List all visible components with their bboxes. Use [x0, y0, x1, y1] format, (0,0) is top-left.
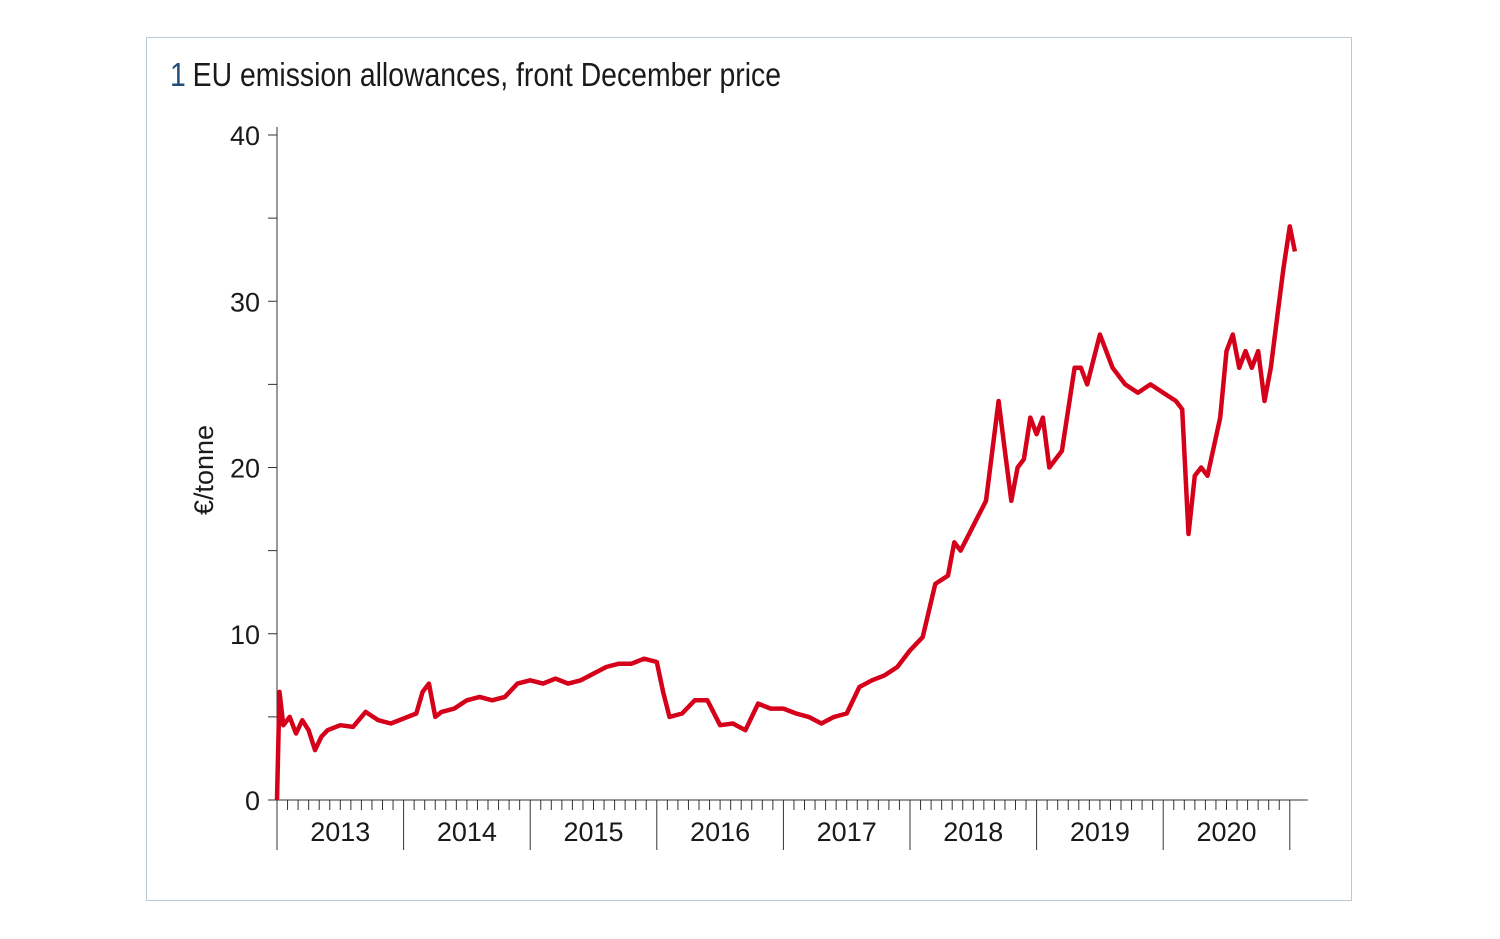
chart-title-text: EU emission allowances, front December p…	[192, 56, 782, 93]
y-tick-label: 0	[245, 786, 260, 816]
y-axis-label: €/tonne	[189, 425, 219, 515]
x-tick-label: 2020	[1196, 817, 1256, 847]
x-tick-label: 2016	[690, 817, 750, 847]
x-tick-label: 2019	[1070, 817, 1130, 847]
x-tick-label: 2013	[310, 817, 370, 847]
x-tick-label: 2018	[943, 817, 1003, 847]
chart-number: 1	[170, 56, 186, 93]
y-tick-label: 30	[230, 287, 260, 317]
y-tick-label: 40	[230, 121, 260, 151]
y-tick-label: 20	[230, 454, 260, 484]
x-tick-label: 2014	[437, 817, 497, 847]
price-series-line	[274, 224, 1298, 801]
y-tick-label: 10	[230, 620, 260, 650]
x-axis: 2013 2014 2015 2016 2017 2018 2019 2020	[276, 799, 1308, 850]
y-axis: 0 10 20 30 40	[230, 121, 278, 816]
x-tick-label: 2017	[817, 817, 877, 847]
x-tick-label: 2015	[563, 817, 623, 847]
chart-title: 1 EU emission allowances, front December …	[170, 56, 781, 94]
chart-frame	[146, 37, 1352, 901]
